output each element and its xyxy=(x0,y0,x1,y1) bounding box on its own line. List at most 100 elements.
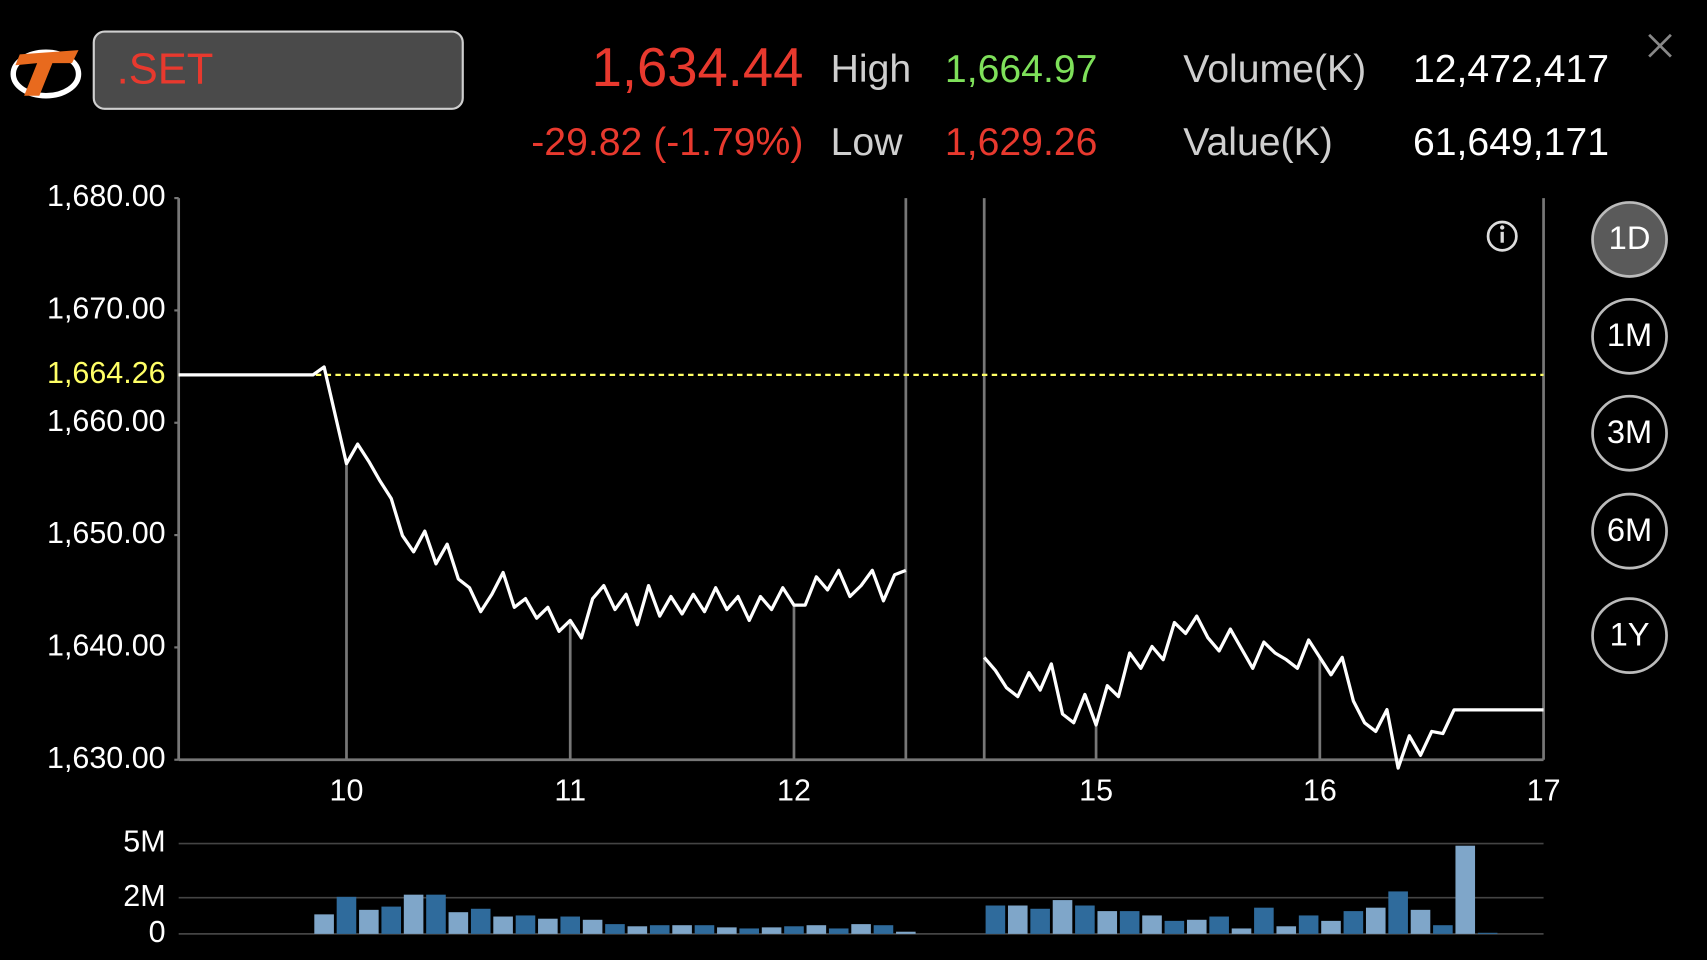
logo xyxy=(10,49,82,99)
volume-bar xyxy=(1052,900,1073,934)
y-tick-label: 2M xyxy=(123,879,165,913)
y-tick-label: 0 xyxy=(149,915,166,949)
last-price: 1,634.44 xyxy=(592,37,804,98)
volume-bar xyxy=(1343,911,1364,934)
period-buttons: 1D 1M 3M 6M 1Y xyxy=(1591,201,1668,675)
volume-bar xyxy=(1142,915,1162,934)
x-tick-label: 12 xyxy=(777,773,811,807)
volume-bar xyxy=(1276,926,1297,934)
price-change: -29.82 (-1.79%) xyxy=(531,121,803,164)
volume-bar xyxy=(851,924,871,934)
volume-bar xyxy=(717,927,737,934)
volume-bar xyxy=(985,905,1006,934)
y-tick-label: 1,670.00 xyxy=(47,291,166,325)
volume-bar xyxy=(1164,920,1185,934)
volume-bar xyxy=(381,906,402,934)
x-tick-label: 15 xyxy=(1079,773,1113,807)
symbol[interactable]: .SET xyxy=(117,45,214,93)
reference-label: 1,664.26 xyxy=(47,356,166,390)
high-label: High xyxy=(831,48,912,91)
volume-bar xyxy=(1209,916,1229,934)
volume-bar xyxy=(1119,911,1140,934)
volume-bar xyxy=(1075,905,1095,934)
volume-bar xyxy=(1186,919,1207,934)
volume-bar xyxy=(806,925,827,934)
volume-bar xyxy=(1298,915,1319,934)
volume-bar xyxy=(1455,845,1476,934)
volume-bar xyxy=(1410,909,1431,934)
close-button[interactable] xyxy=(1648,33,1672,58)
y-tick-label: 1,650.00 xyxy=(47,516,166,550)
volume-bar xyxy=(470,908,491,934)
x-tick-label: 11 xyxy=(554,773,586,807)
volume-bar xyxy=(761,927,782,934)
volume-bar xyxy=(426,894,446,934)
low-label: Low xyxy=(831,121,904,164)
volume-bar xyxy=(1433,925,1453,934)
y-tick-label: 5M xyxy=(123,825,165,859)
volume-bar xyxy=(873,925,894,934)
volume-bar xyxy=(784,926,804,934)
volume-bar xyxy=(582,919,603,934)
volume-bar xyxy=(359,909,379,934)
info-button[interactable] xyxy=(1486,220,1518,252)
period-label[interactable]: 1D xyxy=(1609,219,1651,256)
close-stroke xyxy=(1648,33,1672,58)
volume-bar xyxy=(694,925,715,934)
volume-bar xyxy=(314,914,334,934)
volume-bar xyxy=(1388,891,1408,934)
volume-bar xyxy=(448,912,469,934)
y-tick-label: 1,630.00 xyxy=(47,741,166,775)
volume-label: Volume(K) xyxy=(1183,48,1366,91)
info-stem xyxy=(1500,231,1504,243)
logo-ring xyxy=(10,49,82,99)
volume-bar xyxy=(1321,920,1341,934)
volume-bar xyxy=(1254,907,1274,934)
volume-bar xyxy=(403,894,424,934)
period-label[interactable]: 1M xyxy=(1607,316,1652,353)
volume-bar xyxy=(1007,905,1028,934)
x-tick-label: 16 xyxy=(1303,773,1337,807)
price-line xyxy=(178,365,1544,770)
volume-bar xyxy=(649,925,670,934)
high-value: 1,664.97 xyxy=(945,48,1097,91)
volume-bar xyxy=(515,915,536,934)
info-ring xyxy=(1486,220,1518,252)
low-value: 1,629.26 xyxy=(945,121,1097,164)
y-tick-label: 1,640.00 xyxy=(47,628,166,662)
y-tick-label: 1,660.00 xyxy=(47,404,166,438)
volume-bar xyxy=(672,925,692,934)
y-tick-label: 1,680.00 xyxy=(47,179,166,213)
logo-mark xyxy=(15,50,79,96)
period-button[interactable] xyxy=(1591,201,1668,278)
period-button[interactable] xyxy=(1591,297,1668,375)
value-label: Value(K) xyxy=(1183,121,1333,164)
volume-bar xyxy=(1231,928,1252,934)
volume-bar xyxy=(739,928,760,934)
x-tick-label: 10 xyxy=(330,773,364,807)
volume-bar xyxy=(560,916,581,934)
volume-bar xyxy=(336,896,357,934)
volume-bar xyxy=(1477,932,1498,934)
volume-bar xyxy=(605,924,625,934)
volume-bar xyxy=(538,918,558,934)
period-label[interactable]: 1Y xyxy=(1610,615,1650,652)
volume-bar xyxy=(828,928,849,934)
period-label[interactable]: 6M xyxy=(1607,511,1652,548)
volume-bar xyxy=(896,931,916,934)
period-button[interactable] xyxy=(1591,394,1668,472)
x-tick-label: 17 xyxy=(1527,773,1561,807)
period-label[interactable]: 3M xyxy=(1607,413,1652,450)
symbol-box[interactable] xyxy=(92,30,464,110)
volume-bar xyxy=(1365,907,1386,934)
volume-bar xyxy=(1097,911,1118,934)
value-value: 61,649,171 xyxy=(1413,121,1609,164)
period-button[interactable] xyxy=(1591,597,1668,675)
volume-value: 12,472,417 xyxy=(1413,48,1609,91)
info-dot xyxy=(1500,225,1505,230)
period-button[interactable] xyxy=(1591,492,1668,570)
volume-bar xyxy=(493,916,513,934)
